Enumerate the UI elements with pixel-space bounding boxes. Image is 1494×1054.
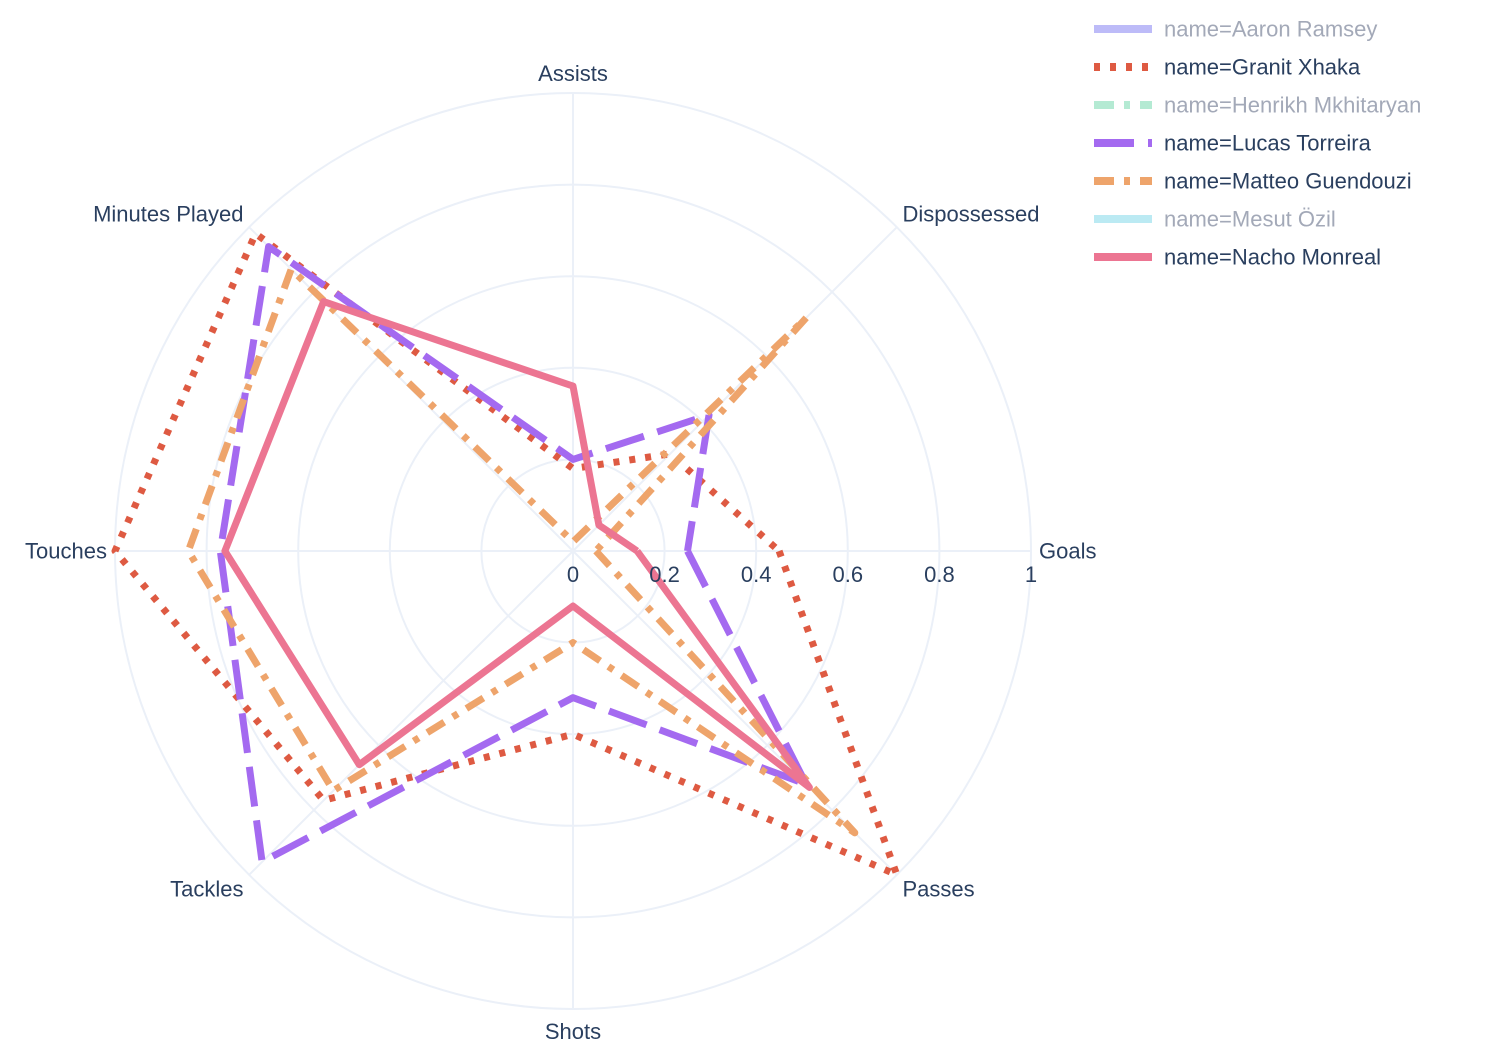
axis-label: Assists xyxy=(538,61,608,86)
axis-label: Shots xyxy=(545,1019,601,1044)
radial-tick-label: 0.2 xyxy=(649,562,680,587)
grid-spoke xyxy=(572,226,898,552)
legend-item[interactable]: name=Nacho Monreal xyxy=(1094,245,1381,270)
axis-label: Dispossessed xyxy=(903,202,1040,227)
legend-item[interactable]: name=Henrikh Mkhitaryan xyxy=(1094,93,1421,118)
legend-label: name=Mesut Özil xyxy=(1164,207,1336,232)
angular-axis-labels: Goals Passes Shots Tackles Touches Minutes Pl… xyxy=(25,61,1096,1044)
radial-tick-labels: 0 0.2 0.4 0.6 0.8 1 xyxy=(567,562,1037,587)
legend-label: name=Granit Xhaka xyxy=(1164,55,1361,80)
legend-label: name=Nacho Monreal xyxy=(1164,245,1381,270)
legend-label: name=Aaron Ramsey xyxy=(1164,17,1377,42)
legend-item[interactable]: name=Granit Xhaka xyxy=(1094,55,1361,80)
series-line xyxy=(184,265,859,837)
axis-label: Tackles xyxy=(170,877,243,902)
axis-label: Touches xyxy=(25,539,107,564)
radial-tick-label: 0.6 xyxy=(833,562,864,587)
grid-spoke xyxy=(248,550,574,876)
legend[interactable]: name=Aaron Ramsey name=Granit Xhaka name=H… xyxy=(1094,17,1421,270)
series-line xyxy=(216,243,810,866)
axis-label: Passes xyxy=(903,877,975,902)
series-line xyxy=(111,230,901,879)
axis-label: Goals xyxy=(1039,539,1096,564)
legend-label: name=Matteo Guendouzi xyxy=(1164,169,1412,194)
radial-tick-label: 1 xyxy=(1025,562,1037,587)
legend-item[interactable]: name=Matteo Guendouzi xyxy=(1094,169,1412,194)
radial-tick-label: 0.8 xyxy=(924,562,955,587)
series-traces xyxy=(111,230,901,879)
radial-tick-label: 0 xyxy=(567,562,579,587)
legend-item[interactable]: name=Aaron Ramsey xyxy=(1094,17,1377,42)
legend-label: name=Henrikh Mkhitaryan xyxy=(1164,93,1421,118)
radial-tick-label: 0.4 xyxy=(741,562,772,587)
series-line xyxy=(221,298,813,791)
legend-label: name=Lucas Torreira xyxy=(1164,131,1372,156)
axis-label: Minutes Played xyxy=(93,202,243,227)
legend-item[interactable]: name=Mesut Özil xyxy=(1094,207,1336,232)
legend-item[interactable]: name=Lucas Torreira xyxy=(1094,131,1372,156)
